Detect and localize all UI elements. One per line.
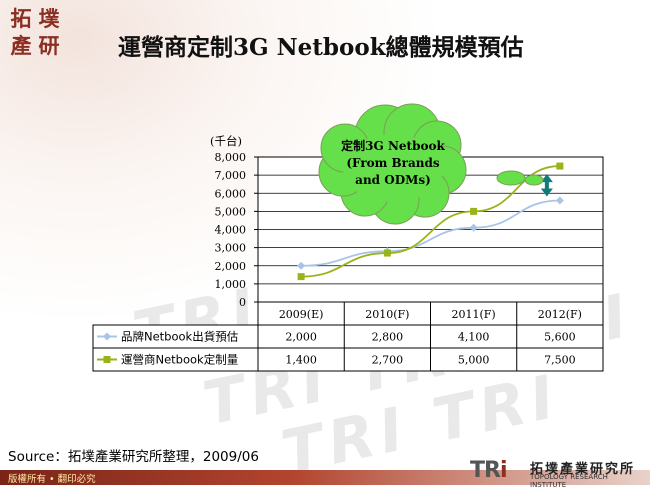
data-point [555, 196, 564, 205]
table-value: 5,000 [458, 354, 490, 367]
table-value: 2,700 [372, 354, 404, 367]
logo-char: 產 [10, 33, 32, 58]
axes: 0 1,000 2,000 3,000 4,000 5,000 6,000 7,000 8,00… [210, 134, 258, 309]
y-tick-label: 3,000 [215, 242, 247, 255]
data-point [556, 162, 564, 170]
series [297, 162, 564, 281]
series-line [301, 199, 560, 267]
y-tick-label: 7,000 [215, 169, 247, 182]
legend-label: 品牌Netbook出貨預估 [121, 330, 239, 344]
logo: 拓 墣 產 研 [8, 6, 64, 62]
org-name-cn: 拓墣產業研究所 [530, 462, 636, 477]
callout-text: 定制3G Netbook [341, 138, 445, 153]
x-category-label: 2011(F) [452, 308, 496, 321]
org-name-en: TOPOLOGY RESEARCH INSTITUTE [530, 473, 608, 489]
table-value: 5,600 [544, 331, 576, 344]
y-tick-label: 2,000 [215, 260, 247, 273]
org-mark: TRi [470, 458, 507, 483]
legend-marker [103, 332, 111, 341]
y-tick-label: 6,000 [215, 187, 247, 200]
source-note: Source：拓墣產業研究所整理，2009/06 [8, 449, 259, 465]
data-point [297, 261, 306, 270]
y-tick-label: 5,000 [215, 205, 247, 218]
logo-char: 墣 [38, 6, 60, 31]
org-logo: TRi 拓墣產業研究所 TOPOLOGY RESEARCH INSTITUTE [470, 458, 645, 489]
gap-arrow-head [540, 174, 553, 183]
data-table: 2009(E) 2010(F) 2011(F) 2012(F) 品牌Netbook出貨預… [92, 301, 604, 372]
cloud-tail [496, 170, 526, 186]
table-value: 2,800 [372, 331, 404, 344]
legend-label: 運營商Netbook定制量 [121, 353, 238, 367]
legend-marker [103, 356, 111, 363]
table-value: 1,400 [285, 354, 317, 367]
y-tick-label: 4,000 [215, 224, 247, 237]
logo-char: 拓 [10, 6, 32, 31]
cloud-core [343, 134, 443, 202]
data-point [297, 273, 305, 281]
table-value: 7,500 [544, 354, 576, 367]
y-tick-label: 1,000 [215, 278, 247, 291]
cloud-callout: 定制3G Netbook (From Brands and ODMs) [318, 103, 544, 225]
data-point [470, 207, 478, 215]
x-category-label: 2009(E) [279, 308, 324, 321]
y-tick-label: 0 [239, 296, 246, 309]
copyright-notice: 版權所有 • 翻印必究 [8, 474, 96, 485]
callout-text: (From Brands [346, 156, 440, 170]
data-point [383, 249, 391, 257]
data-point [469, 223, 478, 232]
unit-label: (千台) [210, 134, 242, 148]
x-category-label: 2010(F) [365, 308, 409, 321]
table-value: 2,000 [285, 331, 317, 344]
callout-text: and ODMs) [355, 173, 431, 187]
footer-bar [0, 470, 650, 485]
page-title: 運營商定制3G Netbook總體規模預估 [118, 34, 524, 61]
gap-arrow-head [540, 188, 553, 197]
y-tick-label: 8,000 [215, 151, 247, 164]
logo-char: 研 [38, 33, 60, 58]
series-line [301, 165, 560, 278]
cloud-tail [524, 174, 544, 186]
callout: 定制3G Netbook (From Brands and ODMs) [318, 103, 553, 225]
x-category-label: 2012(F) [538, 308, 582, 321]
table-value: 4,100 [458, 331, 490, 344]
